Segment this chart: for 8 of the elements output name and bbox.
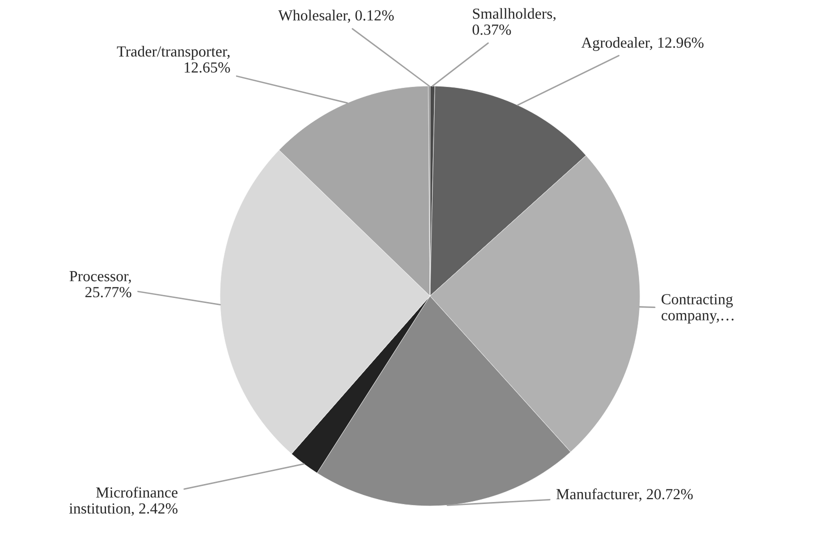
slice-label: Processor, 25.77% [70,271,132,298]
slice-label: Wholesaler, 0.12% [278,10,394,23]
slice-label: Smallholders, 0.37% [472,8,556,35]
slice-label: Microfinance institution, 2.42% [69,486,178,516]
slice-label: Trader/transporter, 12.65% [116,46,230,73]
slice-label: Contracting company,… [662,294,734,324]
slice-label: Manufacturer, 20.72% [556,488,693,502]
slice-label: Agrodealer, 12.96% [581,37,704,51]
